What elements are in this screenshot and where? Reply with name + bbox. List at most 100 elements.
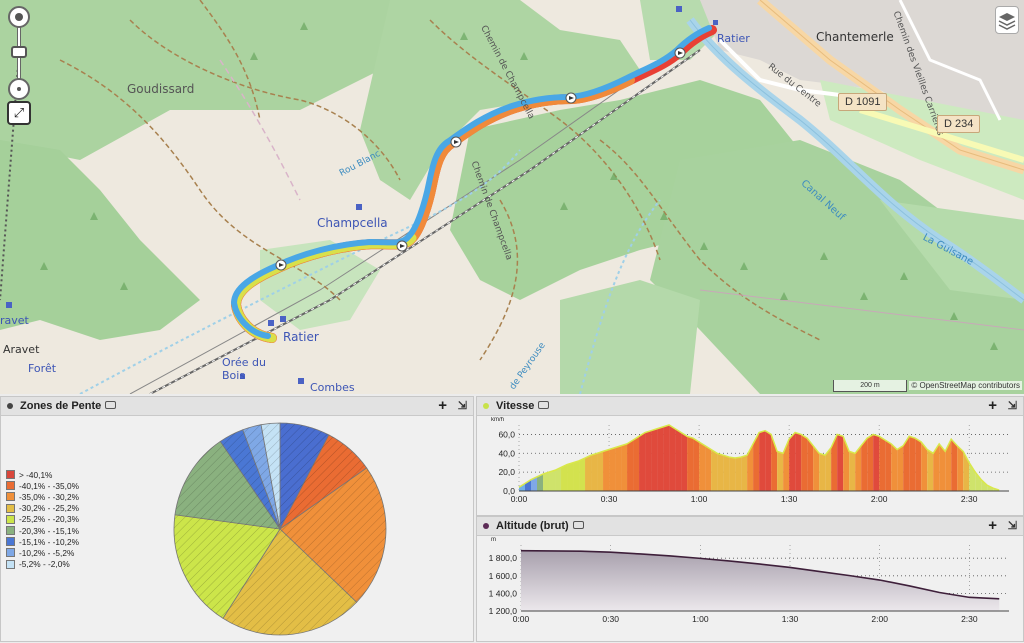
zoom-slider-handle[interactable] bbox=[11, 46, 27, 58]
popout-icon[interactable]: ⇲ bbox=[1007, 520, 1017, 532]
slope-panel-header: Zones de Pente + ⇲ bbox=[1, 397, 473, 416]
speed-segment bbox=[645, 430, 652, 491]
speed-segment bbox=[933, 443, 940, 491]
y-tick-label: 1 400,0 bbox=[489, 588, 518, 598]
comment-icon[interactable] bbox=[105, 401, 117, 409]
speed-panel-header: Vitesse + ⇲ bbox=[477, 397, 1023, 416]
legend-item: -40,1% - -35,0% bbox=[6, 480, 79, 491]
speed-segment bbox=[945, 439, 952, 491]
speed-segment bbox=[831, 434, 838, 491]
x-tick-label: 0:00 bbox=[513, 614, 530, 624]
speed-segment bbox=[555, 467, 562, 491]
add-icon[interactable]: + bbox=[438, 397, 447, 414]
legend-label: -40,1% - -35,0% bbox=[19, 480, 79, 491]
speed-segment bbox=[777, 451, 784, 491]
map-tiles bbox=[0, 0, 1024, 394]
add-icon[interactable]: + bbox=[988, 397, 997, 414]
legend-item: -25,2% - -20,3% bbox=[6, 514, 79, 525]
y-tick-label: 1 800,0 bbox=[489, 553, 518, 563]
map-view[interactable]: Goudissard Champcella Ratier Ratier Chan… bbox=[0, 0, 1024, 394]
speed-segment bbox=[717, 453, 724, 491]
speed-segment bbox=[927, 449, 934, 491]
speed-segment bbox=[783, 439, 790, 491]
place-label: Goudissard bbox=[127, 82, 195, 96]
speed-segment bbox=[891, 443, 898, 491]
speed-chart[interactable]: km/h 0,0 20,0 40,0 60,0 0:00 0:30 1:00 1:30 2:00 2… bbox=[477, 417, 1024, 517]
road-badge-d1091: D 1091 bbox=[838, 93, 888, 111]
speed-segment bbox=[795, 432, 802, 491]
altitude-chart[interactable]: m 1 200,0 1 400,0 1 600,0 1 800,0 0:00 0:30 1:0… bbox=[477, 537, 1024, 643]
legend-swatch bbox=[6, 526, 15, 536]
speed-segment bbox=[669, 425, 676, 491]
speed-segment bbox=[885, 440, 892, 491]
x-tick-label: 2:00 bbox=[871, 614, 888, 624]
pie-slice-hatch bbox=[280, 423, 329, 529]
speed-segment bbox=[621, 443, 628, 491]
pie-slice-hatch bbox=[174, 514, 280, 619]
speed-segment bbox=[753, 432, 760, 491]
altitude-line bbox=[520, 549, 1000, 600]
pie-slice-hatch bbox=[280, 467, 386, 603]
altitude-panel-title: Altitude (brut) bbox=[496, 520, 569, 532]
legend-swatch bbox=[6, 503, 15, 513]
speed-segment bbox=[861, 438, 868, 491]
speed-segment bbox=[819, 453, 826, 491]
legend-label: -20,3% - -15,1% bbox=[19, 525, 79, 536]
speed-segment bbox=[675, 428, 682, 491]
pie-slice-hatch bbox=[261, 423, 280, 529]
legend-item: -5,2% - -2,0% bbox=[6, 559, 79, 570]
speed-segment bbox=[639, 432, 646, 491]
zoom-out-icon bbox=[17, 87, 21, 91]
speed-segment bbox=[807, 438, 814, 491]
speed-segment bbox=[867, 434, 874, 491]
slope-pie-chart[interactable] bbox=[166, 417, 396, 641]
x-tick-label: 0:30 bbox=[602, 614, 619, 624]
speed-segment bbox=[561, 464, 568, 491]
speed-segment bbox=[939, 443, 946, 491]
layers-button[interactable] bbox=[995, 6, 1019, 34]
zoom-out-button[interactable] bbox=[8, 78, 30, 100]
speed-segment bbox=[855, 445, 862, 491]
speed-segment bbox=[759, 430, 766, 491]
expand-icon: ⤢ bbox=[13, 105, 25, 120]
popout-icon[interactable]: ⇲ bbox=[457, 400, 467, 412]
speed-segment bbox=[543, 472, 550, 491]
comment-icon[interactable] bbox=[572, 521, 584, 529]
speed-segment bbox=[567, 462, 574, 491]
speed-segment bbox=[579, 458, 586, 491]
place-label: Chantemerle bbox=[816, 30, 894, 44]
add-icon[interactable]: + bbox=[988, 517, 997, 534]
speed-segment bbox=[969, 462, 976, 491]
speed-segment bbox=[627, 440, 634, 491]
place-label: Forêt bbox=[28, 362, 57, 375]
speed-segment bbox=[615, 445, 622, 491]
map-attribution[interactable]: © OpenStreetMap contributors bbox=[909, 381, 1022, 390]
legend-item: -20,3% - -15,1% bbox=[6, 525, 79, 536]
legend-label: > -40,1% bbox=[19, 469, 53, 480]
speed-segment bbox=[849, 451, 856, 491]
speed-segment bbox=[801, 434, 808, 491]
panel-dot-icon bbox=[7, 403, 13, 409]
legend-swatch bbox=[6, 559, 15, 569]
place-label: Orée du Bois bbox=[222, 356, 266, 382]
speed-segment bbox=[597, 451, 604, 491]
popout-icon[interactable]: ⇲ bbox=[1007, 400, 1017, 412]
legend-label: -25,2% - -20,3% bbox=[19, 514, 79, 525]
y-tick-label: 1 200,0 bbox=[489, 606, 518, 616]
comment-icon[interactable] bbox=[538, 401, 550, 409]
speed-segment bbox=[735, 457, 742, 491]
speed-segment bbox=[909, 436, 916, 491]
speed-segment bbox=[585, 455, 592, 491]
legend-item: -15,1% - -10,2% bbox=[6, 536, 79, 547]
zoom-in-icon bbox=[15, 13, 23, 21]
slope-panel-title: Zones de Pente bbox=[20, 400, 102, 412]
legend-swatch bbox=[6, 548, 15, 558]
fullscreen-button[interactable]: ⤢ bbox=[7, 101, 31, 125]
zoom-in-button[interactable] bbox=[8, 6, 30, 28]
speed-panel: Vitesse + ⇲ km/h 0,0 20,0 40,0 60,0 0:00 0:30 1… bbox=[476, 396, 1024, 516]
legend-label: -35,0% - -30,2% bbox=[19, 491, 79, 502]
zoom-control[interactable] bbox=[6, 4, 32, 102]
x-tick-label: 1:00 bbox=[691, 494, 708, 504]
speed-segment bbox=[573, 460, 580, 491]
speed-segment bbox=[873, 434, 880, 491]
